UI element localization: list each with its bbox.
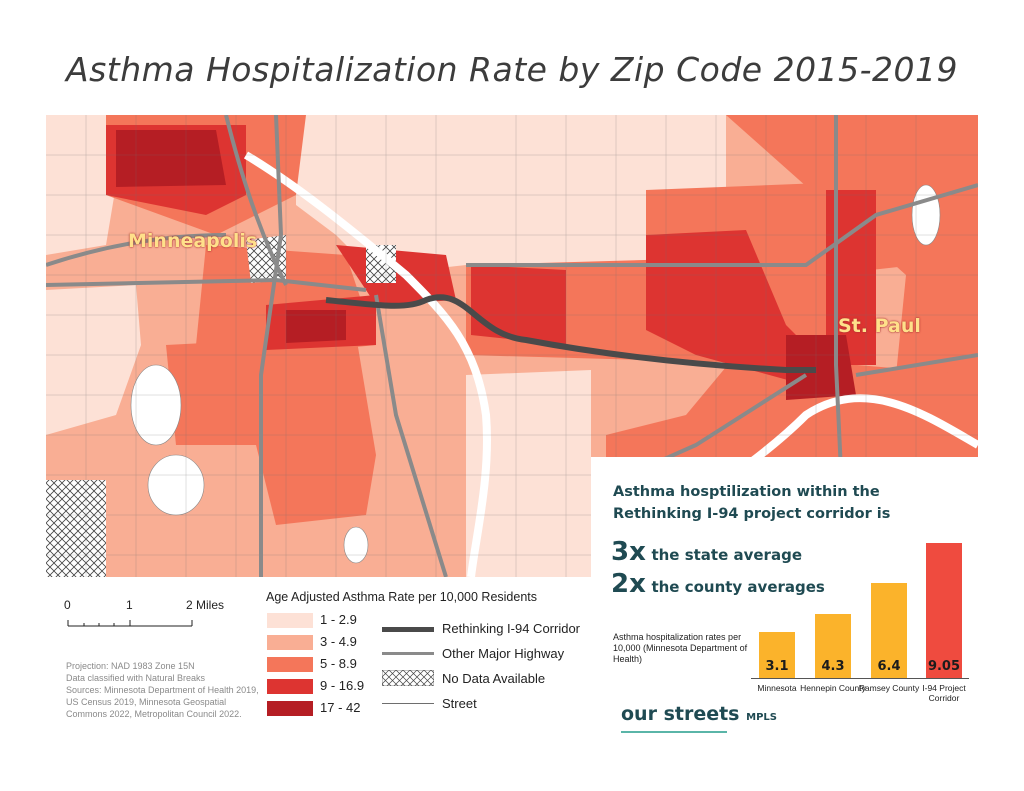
zip-area	[286, 310, 346, 343]
chart-bar	[926, 543, 962, 678]
legend-swatch	[267, 701, 313, 716]
scale-bar-graphic	[67, 620, 193, 627]
zip-area	[826, 190, 876, 365]
legend-label: 5 - 8.9	[320, 656, 357, 671]
mississippi-river	[243, 151, 491, 577]
source-note: Projection: NAD 1983 Zone 15N Data class…	[66, 661, 259, 719]
map-title: Asthma Hospitalization Rate by Zip Code …	[66, 50, 958, 89]
state-multiplier-value: 3x	[611, 537, 646, 567]
logo-underline	[621, 731, 727, 733]
no-data-area	[366, 245, 396, 283]
legend-swatch	[267, 657, 313, 672]
scale-bar: 0 1 2 Miles	[62, 598, 232, 638]
logo-sub: MPLS	[746, 712, 777, 723]
choropleth-map[interactable]: Minneapolis St. Paul	[46, 115, 978, 577]
zip-area	[466, 370, 591, 577]
legend-swatch	[267, 635, 313, 650]
legend-line-label: Street	[442, 696, 477, 711]
legend-label: 17 - 42	[320, 700, 361, 715]
state-multiplier-text: the state average	[651, 546, 802, 564]
chart-bar-value: 9.05	[927, 659, 961, 674]
zip-area	[46, 285, 141, 435]
legend-line-label: Other Major Highway	[442, 646, 565, 661]
zip-area	[116, 130, 226, 187]
rethinking-i94-corridor	[325, 294, 816, 373]
state-multiplier: 3x the state average	[611, 537, 802, 567]
chart-bar	[815, 614, 851, 678]
panel-heading: Asthma hosptilization within the Rethink…	[613, 484, 891, 522]
legend-line-label: No Data Available	[442, 671, 546, 686]
chart-category-label: Hennepin County	[800, 683, 866, 693]
no-data-swatch	[382, 670, 434, 686]
scale-label-2: 2 Miles	[186, 598, 225, 612]
legend-label: 9 - 16.9	[320, 678, 365, 693]
chart-bar	[759, 632, 795, 678]
zip-area	[646, 230, 826, 385]
chart-category-label: I-94 Project Corridor	[922, 683, 966, 703]
chart-baseline	[751, 678, 969, 679]
legend-label: 1 - 2.9	[320, 612, 357, 627]
our-streets-logo: our streets MPLS	[621, 703, 777, 725]
scale-label-0: 0	[64, 598, 71, 612]
map-canvas	[46, 115, 978, 577]
zip-area	[166, 335, 376, 525]
logo-main: our streets	[621, 703, 740, 725]
legend-swatch	[267, 679, 313, 694]
legend-line-swatch	[382, 627, 434, 632]
county-multiplier: 2x the county averages	[611, 569, 825, 599]
chart-category-label: Minnesota	[757, 683, 797, 693]
county-multiplier-value: 2x	[611, 569, 646, 599]
lake	[130, 364, 182, 446]
legend-label: 3 - 4.9	[320, 634, 357, 649]
county-multiplier-text: the county averages	[651, 578, 825, 596]
lake	[147, 454, 205, 516]
chart-bar-value: 6.4	[877, 659, 901, 674]
city-label-st-paul: St. Paul	[838, 315, 921, 337]
info-panel: Asthma hosptilization within the Rethink…	[591, 457, 978, 791]
no-data-area	[46, 480, 106, 577]
legend-line-swatch	[382, 703, 434, 704]
legend-swatch	[267, 613, 313, 628]
chart-bar-value: 4.3	[821, 659, 845, 674]
legend-title: Age Adjusted Asthma Rate per 10,000 Resi…	[266, 590, 538, 604]
legend-line-label: Rethinking I-94 Corridor	[442, 621, 581, 636]
scale-label-1: 1	[126, 598, 133, 612]
zip-area	[471, 265, 566, 345]
zip-area	[646, 115, 726, 200]
chart-bar	[871, 583, 907, 678]
zip-area	[46, 115, 116, 255]
chart-category-label: Ramsey County	[858, 683, 920, 693]
legend-line-swatch	[382, 652, 434, 655]
chart-bar-value: 3.1	[765, 659, 789, 674]
zip-area	[726, 115, 978, 395]
chart-y-label: Asthma hospitalization rates per 10,000 …	[613, 632, 748, 664]
lake	[343, 526, 369, 564]
zip-area	[466, 115, 646, 280]
city-label-minneapolis: Minneapolis	[128, 230, 258, 252]
